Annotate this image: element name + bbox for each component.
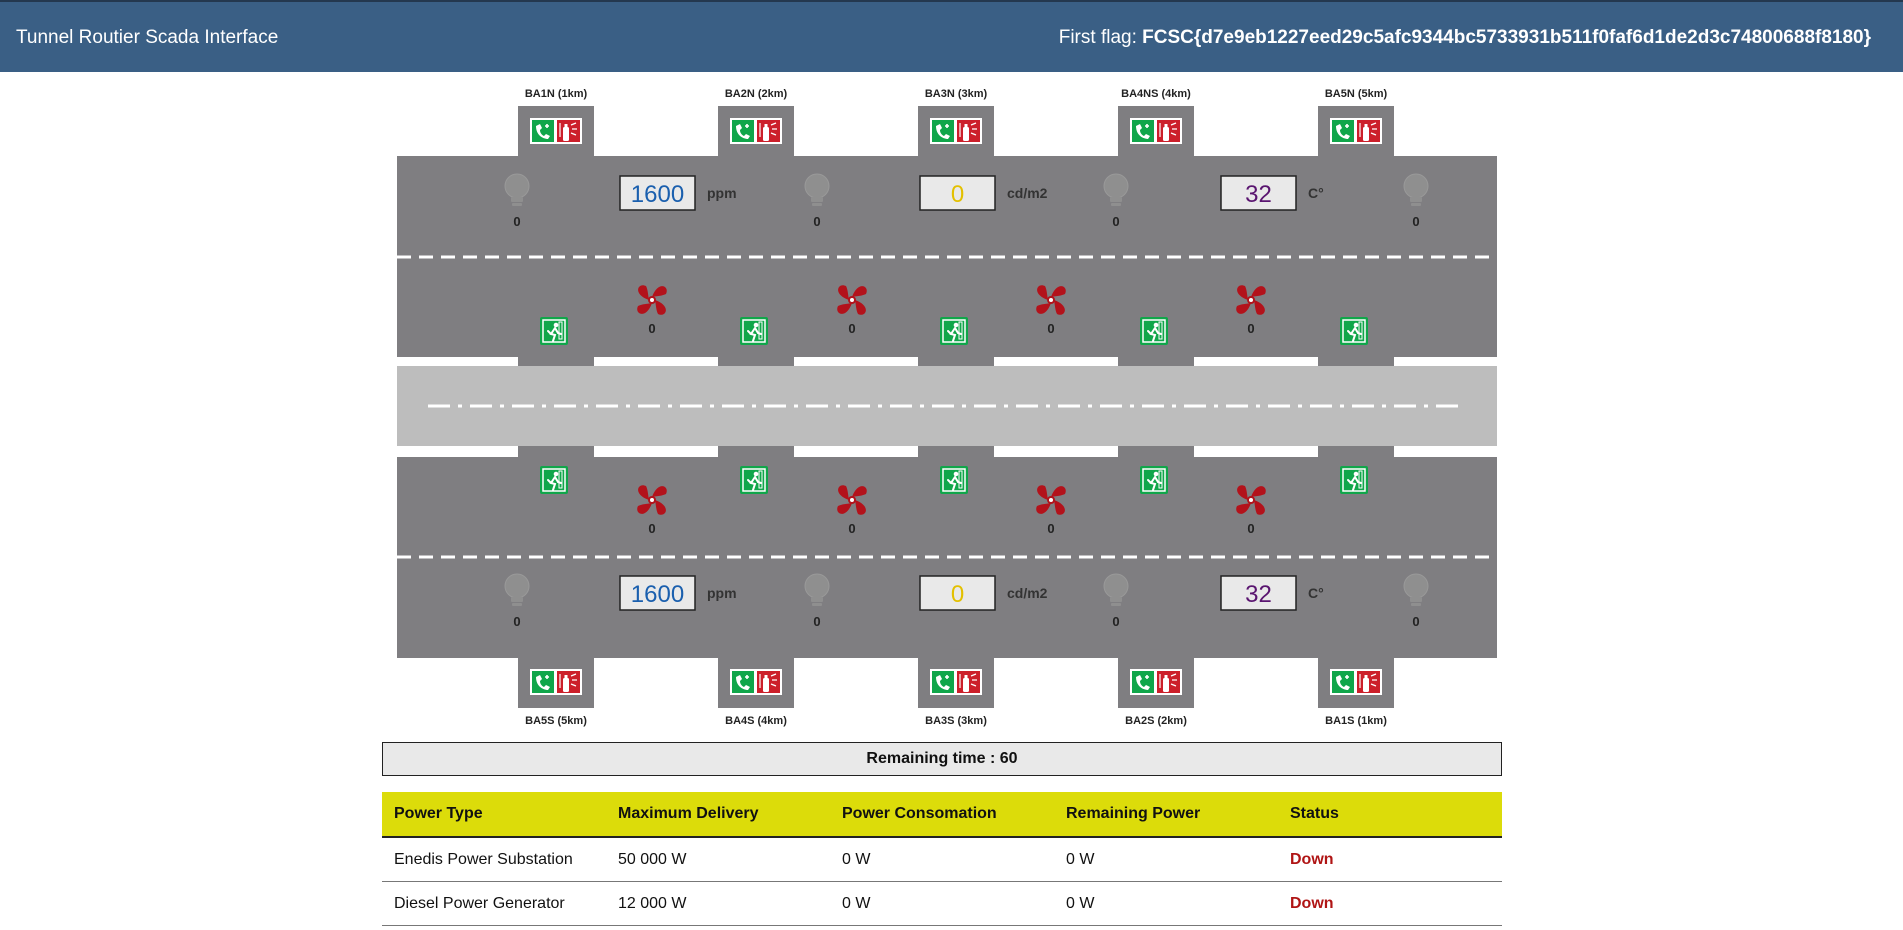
- emergency-phone-extinguisher-icon: [929, 117, 983, 145]
- fan-value: 0: [648, 321, 655, 336]
- station-label: BA2N (2km): [725, 88, 788, 100]
- station-label: BA1N (1km): [525, 88, 588, 100]
- light-value: 0: [513, 214, 520, 229]
- emergency-exit-icon: [939, 316, 969, 346]
- temperature-sensor-box: [1220, 575, 1297, 611]
- light-value: 0: [1412, 214, 1419, 229]
- fan-value: 0: [1047, 321, 1054, 336]
- station-label: BA4NS (4km): [1121, 88, 1191, 100]
- emergency-exit-icon: [539, 316, 569, 346]
- emergency-exit-icon: [1339, 465, 1369, 495]
- luminance-sensor-unit: cd/m2: [1007, 585, 1048, 601]
- flag-value: FCSC{d7e9eb1227eed29c5afc9344bc5733931b5…: [1142, 27, 1871, 48]
- remaining-time: Remaining time : 60: [382, 742, 1502, 776]
- header-bar: Tunnel Routier Scada Interface First fla…: [0, 0, 1903, 72]
- temperature-sensor-unit: C°: [1308, 585, 1324, 601]
- luminance-sensor-unit: cd/m2: [1007, 185, 1048, 201]
- temperature-sensor-value: 32: [1245, 581, 1272, 608]
- power-consumption: 0 W: [830, 837, 1054, 882]
- luminance-sensor-box: [919, 175, 996, 211]
- flag-display: First flag: FCSC{d7e9eb1227eed29c5afc934…: [1059, 27, 1871, 49]
- emergency-exit-icon: [1139, 465, 1169, 495]
- light-value: 0: [513, 614, 520, 629]
- emergency-phone-extinguisher-icon: [1329, 117, 1383, 145]
- co-sensor-unit: ppm: [707, 585, 737, 601]
- column-header: Remaining Power: [1054, 792, 1278, 838]
- light-value: 0: [813, 614, 820, 629]
- emergency-exit-icon: [939, 465, 969, 495]
- emergency-exit-icon: [739, 465, 769, 495]
- emergency-exit-icon: [739, 316, 769, 346]
- emergency-exit-icon: [1339, 316, 1369, 346]
- co-sensor-unit: ppm: [707, 185, 737, 201]
- table-row: Enedis Power Substation 50 000 W 0 W 0 W…: [382, 837, 1502, 882]
- tunnel-svg: BA1N (1km) BA2N (2km) BA3N (3km) BA4NS (4km…: [397, 88, 1497, 727]
- max-delivery: 50 000 W: [606, 837, 830, 882]
- emergency-phone-extinguisher-icon: [729, 668, 783, 696]
- emergency-phone-extinguisher-icon: [1129, 117, 1183, 145]
- station-label: BA5S (5km): [525, 715, 587, 727]
- column-header: Power Consomation: [830, 792, 1054, 838]
- status-badge: Down: [1278, 881, 1502, 926]
- fan-value: 0: [1247, 521, 1254, 536]
- emergency-exit-icon: [539, 465, 569, 495]
- light-value: 0: [1112, 214, 1119, 229]
- luminance-sensor-box: [919, 575, 996, 611]
- status-badge: Down: [1278, 837, 1502, 882]
- station-label: BA5N (5km): [1325, 88, 1388, 100]
- station-label: BA3S (3km): [925, 715, 987, 727]
- luminance-sensor-value: 0: [951, 581, 964, 608]
- fan-value: 0: [1047, 521, 1054, 536]
- emergency-phone-extinguisher-icon: [529, 117, 583, 145]
- emergency-exit-icon: [1139, 316, 1169, 346]
- emergency-phone-extinguisher-icon: [929, 668, 983, 696]
- power-consumption: 0 W: [830, 881, 1054, 926]
- emergency-phone-extinguisher-icon: [529, 668, 583, 696]
- temperature-sensor-unit: C°: [1308, 185, 1324, 201]
- power-type: Enedis Power Substation: [382, 837, 606, 882]
- column-header: Maximum Delivery: [606, 792, 830, 838]
- column-header: Power Type: [382, 792, 606, 838]
- light-value: 0: [1112, 614, 1119, 629]
- flag-label: First flag:: [1058, 27, 1137, 48]
- emergency-phone-extinguisher-icon: [1329, 668, 1383, 696]
- co-sensor-box: [619, 575, 696, 611]
- remaining-power: 0 W: [1054, 881, 1278, 926]
- max-delivery: 12 000 W: [606, 881, 830, 926]
- table-row: Diesel Power Generator 12 000 W 0 W 0 W …: [382, 881, 1502, 926]
- power-table-header: Power Type Maximum Delivery Power Consom…: [382, 792, 1502, 838]
- luminance-sensor-value: 0: [951, 181, 964, 208]
- co-sensor-value: 1600: [631, 181, 684, 208]
- column-header: Status: [1278, 792, 1502, 838]
- app-title: Tunnel Routier Scada Interface: [16, 27, 279, 48]
- light-value: 0: [1412, 614, 1419, 629]
- emergency-phone-extinguisher-icon: [729, 117, 783, 145]
- station-label: BA3N (3km): [925, 88, 988, 100]
- tunnel-diagram: BA1N (1km) BA2N (2km) BA3N (3km) BA4NS (4km…: [0, 72, 1903, 732]
- station-label: BA1S (1km): [1325, 715, 1387, 727]
- station-label: BA2S (2km): [1125, 715, 1187, 727]
- remaining-power: 0 W: [1054, 837, 1278, 882]
- temperature-sensor-box: [1220, 175, 1297, 211]
- co-sensor-box: [619, 175, 696, 211]
- fan-value: 0: [648, 521, 655, 536]
- temperature-sensor-value: 32: [1245, 181, 1272, 208]
- power-table: Power Type Maximum Delivery Power Consom…: [382, 792, 1502, 926]
- co-sensor-value: 1600: [631, 581, 684, 608]
- power-type: Diesel Power Generator: [382, 881, 606, 926]
- fan-value: 0: [848, 521, 855, 536]
- light-value: 0: [813, 214, 820, 229]
- fan-value: 0: [1247, 321, 1254, 336]
- station-label: BA4S (4km): [725, 715, 787, 727]
- fan-value: 0: [848, 321, 855, 336]
- emergency-phone-extinguisher-icon: [1129, 668, 1183, 696]
